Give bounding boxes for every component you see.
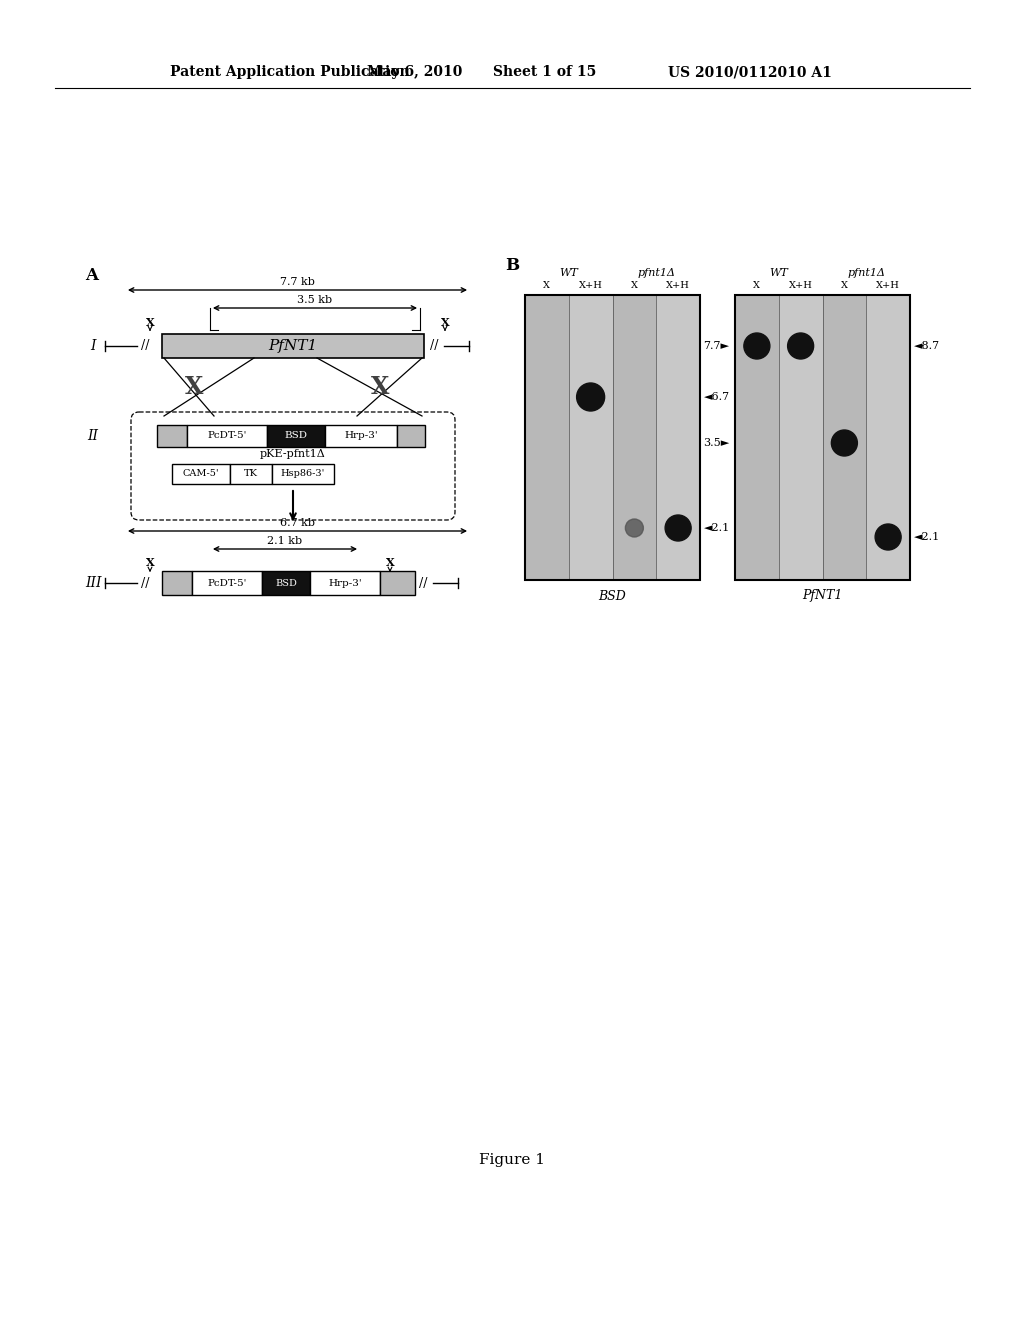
Text: 7.7►: 7.7► <box>703 341 729 351</box>
Text: ◄2.1: ◄2.1 <box>705 523 730 533</box>
Bar <box>822 294 866 579</box>
Text: Figure 1: Figure 1 <box>479 1152 545 1167</box>
Text: //: // <box>140 577 150 590</box>
Circle shape <box>743 333 770 359</box>
Bar <box>735 294 910 579</box>
Bar <box>866 294 910 579</box>
Bar <box>162 572 193 595</box>
Text: //: // <box>430 339 438 352</box>
Text: A: A <box>85 267 98 284</box>
Bar <box>262 572 310 595</box>
Text: US 2010/0112010 A1: US 2010/0112010 A1 <box>668 65 831 79</box>
Bar <box>612 294 656 579</box>
Text: X: X <box>631 281 638 289</box>
Text: PfNT1: PfNT1 <box>268 339 317 352</box>
Text: //: // <box>419 577 427 590</box>
Text: Patent Application Publication: Patent Application Publication <box>170 65 410 79</box>
Text: Hrp-3': Hrp-3' <box>328 578 361 587</box>
Text: ◄6.7: ◄6.7 <box>705 392 730 403</box>
Bar <box>778 294 822 579</box>
Text: 3.5 kb: 3.5 kb <box>297 294 333 305</box>
Text: WT: WT <box>769 268 788 279</box>
Text: CAM-5': CAM-5' <box>182 470 219 479</box>
Text: BSD: BSD <box>275 578 297 587</box>
Text: II: II <box>87 429 98 444</box>
Bar <box>568 294 612 579</box>
Text: Hsp86-3': Hsp86-3' <box>281 470 326 479</box>
Text: May 6, 2010: May 6, 2010 <box>368 65 463 79</box>
Text: III: III <box>85 576 101 590</box>
Text: Sheet 1 of 15: Sheet 1 of 15 <box>494 65 597 79</box>
Text: 6.7 kb: 6.7 kb <box>280 517 315 528</box>
Bar <box>230 465 272 484</box>
Bar <box>525 294 568 579</box>
Circle shape <box>626 519 643 537</box>
Bar <box>162 334 424 358</box>
Text: X: X <box>184 375 203 399</box>
Text: X: X <box>145 557 155 569</box>
Text: X+H: X+H <box>877 281 900 289</box>
Text: PcDT-5': PcDT-5' <box>207 432 247 441</box>
Text: PfNT1: PfNT1 <box>803 590 843 602</box>
Text: X: X <box>841 281 848 289</box>
Text: 7.7 kb: 7.7 kb <box>280 277 315 286</box>
Bar <box>310 572 380 595</box>
Text: X: X <box>386 557 394 569</box>
Text: B: B <box>505 256 519 273</box>
Text: X: X <box>145 317 155 327</box>
Text: X: X <box>371 375 389 399</box>
Text: BSD: BSD <box>599 590 627 602</box>
Bar <box>325 425 397 447</box>
Bar <box>187 425 267 447</box>
Text: 3.5►: 3.5► <box>702 438 729 447</box>
Circle shape <box>831 430 857 455</box>
Bar <box>735 294 778 579</box>
Bar <box>525 294 700 579</box>
Bar <box>193 572 262 595</box>
Text: pfnt1Δ: pfnt1Δ <box>637 268 675 279</box>
Bar <box>380 572 415 595</box>
Text: PcDT-5': PcDT-5' <box>207 578 247 587</box>
Text: TK: TK <box>244 470 258 479</box>
Bar <box>656 294 700 579</box>
Text: 2.1 kb: 2.1 kb <box>267 536 302 546</box>
Bar <box>397 425 425 447</box>
Text: Hrp-3': Hrp-3' <box>344 432 378 441</box>
Bar <box>157 425 187 447</box>
Text: X: X <box>544 281 550 289</box>
Text: pfnt1Δ: pfnt1Δ <box>847 268 886 279</box>
Bar <box>267 425 325 447</box>
Text: X+H: X+H <box>579 281 602 289</box>
Circle shape <box>787 333 814 359</box>
Text: //: // <box>140 339 150 352</box>
Text: ◄2.1: ◄2.1 <box>914 532 940 543</box>
Bar <box>272 465 334 484</box>
Text: X+H: X+H <box>667 281 690 289</box>
Text: X+H: X+H <box>788 281 813 289</box>
Text: X: X <box>754 281 761 289</box>
Text: WT: WT <box>559 268 579 279</box>
Bar <box>172 465 230 484</box>
Circle shape <box>876 524 901 550</box>
Text: pKE-pfnt1Δ: pKE-pfnt1Δ <box>260 449 326 459</box>
Text: I: I <box>90 339 96 352</box>
Text: ◄8.7: ◄8.7 <box>914 341 940 351</box>
Text: BSD: BSD <box>285 432 307 441</box>
Circle shape <box>577 383 604 411</box>
Text: X: X <box>440 317 450 327</box>
Circle shape <box>666 515 691 541</box>
